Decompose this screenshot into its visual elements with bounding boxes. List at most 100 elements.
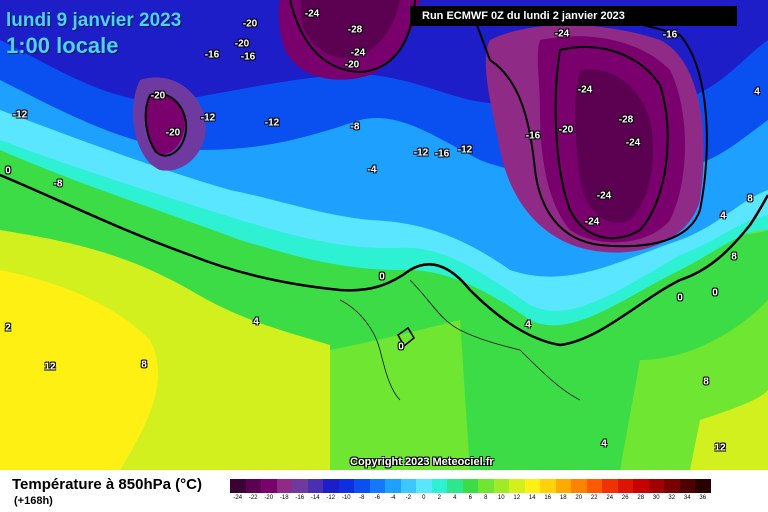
isotherm-label: -24 — [625, 137, 641, 149]
isotherm-label: -16 — [662, 29, 678, 41]
color-scale-step: 10 — [493, 479, 509, 505]
color-swatch — [462, 479, 478, 493]
mid-zone — [330, 320, 470, 470]
color-scale-tick: -20 — [264, 495, 274, 501]
color-scale-tick: 28 — [637, 495, 645, 501]
zero-contour-small — [397, 326, 415, 348]
color-scale-step: 16 — [540, 479, 556, 505]
color-scale-tick: 0 — [422, 495, 426, 501]
color-swatch — [292, 479, 308, 493]
color-swatch — [679, 479, 695, 493]
color-swatch — [648, 479, 664, 493]
color-swatch — [447, 479, 463, 493]
color-scale-tick: 32 — [668, 495, 676, 501]
cold-pool-east-core — [575, 69, 654, 223]
color-scale-tick: 36 — [699, 495, 707, 501]
temperature-map: -20 -24 -20 -16 -16 -28 -24 -20 -20 -20 -12 -12 -12-… — [0, 0, 768, 470]
copyright-text: Copyright 2023 Meteociel.fr — [350, 456, 494, 468]
isotherm-label: -16 — [525, 130, 541, 142]
color-scale-step: -6 — [369, 479, 385, 505]
color-swatch — [695, 479, 711, 493]
color-scale-tick: 12 — [513, 495, 521, 501]
color-scale-tick: 4 — [453, 495, 457, 501]
isotherm-label: -12 — [457, 144, 473, 156]
color-scale-tick: 18 — [559, 495, 567, 501]
color-swatch — [323, 479, 339, 493]
forecast-time: 1:00 locale — [6, 33, 119, 58]
color-swatch — [617, 479, 633, 493]
color-scale-step: 14 — [524, 479, 540, 505]
isotherm-label: -12 — [264, 117, 280, 129]
color-swatch — [555, 479, 571, 493]
color-scale-tick: -8 — [359, 495, 365, 501]
color-scale-tick: -24 — [233, 495, 243, 501]
model-run-info: Run ECMWF 0Z du lundi 2 janvier 2023 — [410, 6, 737, 26]
isotherm-label: -16 — [434, 148, 450, 160]
isotherm-label: 0 — [398, 341, 404, 353]
color-scale-step: -24 — [230, 479, 246, 505]
color-swatch — [633, 479, 649, 493]
isotherm-label: -16 — [204, 49, 220, 61]
color-scale-tick: 16 — [544, 495, 552, 501]
isotherm-label: 12 — [44, 361, 56, 373]
isotherm-label: 4 — [754, 86, 760, 98]
legend-footer: Température à 850hPa (°C) (+168h) -24 -22… — [0, 470, 768, 512]
color-scale-step: 22 — [586, 479, 602, 505]
color-scale-step: 8 — [478, 479, 494, 505]
color-scale-tick: 14 — [528, 495, 536, 501]
color-scale-step: 20 — [571, 479, 587, 505]
color-swatch — [230, 479, 246, 493]
isotherm-label: 0 — [677, 292, 683, 304]
color-swatch — [307, 479, 323, 493]
map-canvas — [0, 0, 768, 470]
forecast-date: lundi 9 janvier 2023 — [6, 10, 182, 31]
color-scale-step: -22 — [245, 479, 261, 505]
color-swatch — [664, 479, 680, 493]
color-swatch — [509, 479, 525, 493]
isotherm-label: -20 — [234, 38, 250, 50]
color-swatch — [602, 479, 618, 493]
color-scale: -24 -22 -20 -18 -16 -14 -12 -10 -8 -6 -4 -2 0 2 4 6 8 10 1… — [230, 479, 711, 505]
color-scale-tick: -12 — [326, 495, 336, 501]
cold-contour-north — [289, 0, 416, 74]
color-scale-tick: 24 — [606, 495, 614, 501]
color-scale-step: -4 — [385, 479, 401, 505]
color-scale-tick: 34 — [683, 495, 691, 501]
color-scale-step: -12 — [323, 479, 339, 505]
color-scale-step: 2 — [431, 479, 447, 505]
color-scale-tick: 8 — [484, 495, 488, 501]
color-scale-tick: -16 — [295, 495, 305, 501]
color-scale-tick: -2 — [405, 495, 411, 501]
color-swatch — [400, 479, 416, 493]
color-scale-tick: 30 — [652, 495, 660, 501]
isotherm-label: -28 — [347, 24, 363, 36]
isotherm-label: 4 — [720, 210, 726, 222]
color-scale-step: 4 — [447, 479, 463, 505]
isotherm-label: 12 — [714, 442, 726, 454]
isotherm-label: -12 — [200, 112, 216, 124]
color-scale-tick: 6 — [468, 495, 472, 501]
color-swatch — [369, 479, 385, 493]
color-scale-tick: 2 — [437, 495, 441, 501]
color-scale-tick: -10 — [341, 495, 351, 501]
color-swatch — [261, 479, 277, 493]
cold-pool-north-core — [300, 0, 400, 59]
color-scale-step: 0 — [416, 479, 432, 505]
color-swatch — [586, 479, 602, 493]
color-scale-tick: -14 — [310, 495, 320, 501]
isotherm-label: -20 — [242, 18, 258, 30]
color-scale-step: -8 — [354, 479, 370, 505]
color-swatch — [354, 479, 370, 493]
isotherm-label: -20 — [558, 124, 574, 136]
isotherm-label: -4 — [367, 164, 377, 176]
hot-zone — [0, 270, 159, 470]
color-scale-step: -20 — [261, 479, 277, 505]
isotherm-label: 4 — [253, 316, 259, 328]
isotherm-label: 0 — [712, 287, 718, 299]
isotherm-label: 8 — [703, 376, 709, 388]
color-scale-tick: -22 — [248, 495, 258, 501]
isotherm-label: -20 — [150, 90, 166, 102]
isotherm-label: -24 — [350, 47, 366, 59]
isotherm-label: -20 — [165, 127, 181, 139]
color-scale-tick: 20 — [575, 495, 583, 501]
